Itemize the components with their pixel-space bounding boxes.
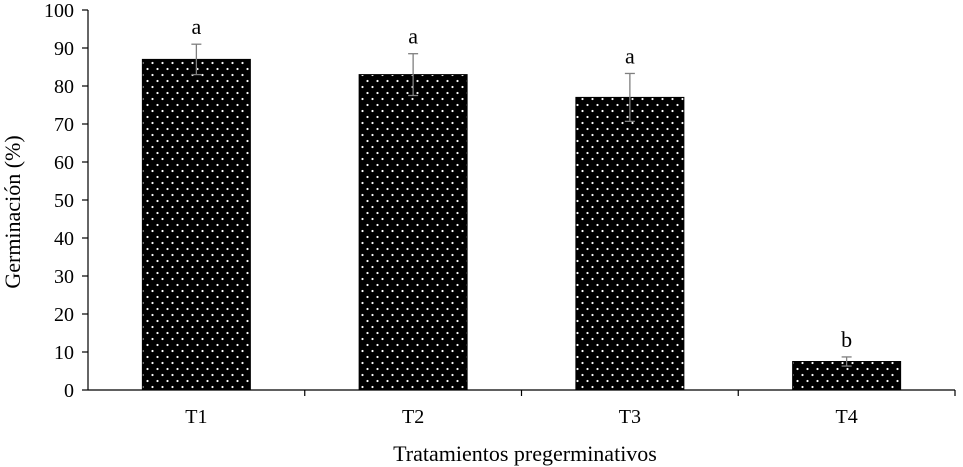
y-tick-label: 40 bbox=[54, 228, 74, 250]
x-axis-ticks: T1 T2 T3 T4 bbox=[185, 390, 956, 428]
x-tick-label: T4 bbox=[836, 406, 858, 428]
significance-label-T2: a bbox=[408, 24, 418, 49]
y-axis-ticks: 0 10 20 30 40 50 60 70 80 90 100 bbox=[44, 0, 88, 402]
y-tick-label: 80 bbox=[54, 76, 74, 98]
x-tick-label: T3 bbox=[619, 406, 641, 428]
x-tick-label: T1 bbox=[185, 406, 207, 428]
y-tick-label: 30 bbox=[54, 266, 74, 288]
error-bars bbox=[191, 43, 852, 367]
x-tick-label: T2 bbox=[402, 406, 424, 428]
bar-T2 bbox=[358, 74, 468, 391]
y-tick-label: 10 bbox=[54, 342, 74, 364]
y-tick-label: 0 bbox=[64, 380, 74, 402]
bars bbox=[141, 58, 902, 391]
y-tick-label: 70 bbox=[54, 114, 74, 136]
y-tick-label: 20 bbox=[54, 304, 74, 326]
bar-T1 bbox=[141, 58, 251, 391]
significance-label-T1: a bbox=[191, 14, 201, 39]
y-axis-title: Germinación (%) bbox=[0, 135, 25, 288]
x-axis-title: Tratamientos pregerminativos bbox=[393, 441, 657, 466]
y-tick-label: 100 bbox=[44, 0, 74, 22]
y-tick-label: 50 bbox=[54, 190, 74, 212]
significance-label-T4: b bbox=[841, 327, 852, 352]
bar-T3 bbox=[575, 96, 685, 391]
significance-labels: a a a b bbox=[191, 14, 852, 352]
y-tick-label: 60 bbox=[54, 152, 74, 174]
y-tick-label: 90 bbox=[54, 38, 74, 60]
significance-label-T3: a bbox=[625, 43, 635, 68]
